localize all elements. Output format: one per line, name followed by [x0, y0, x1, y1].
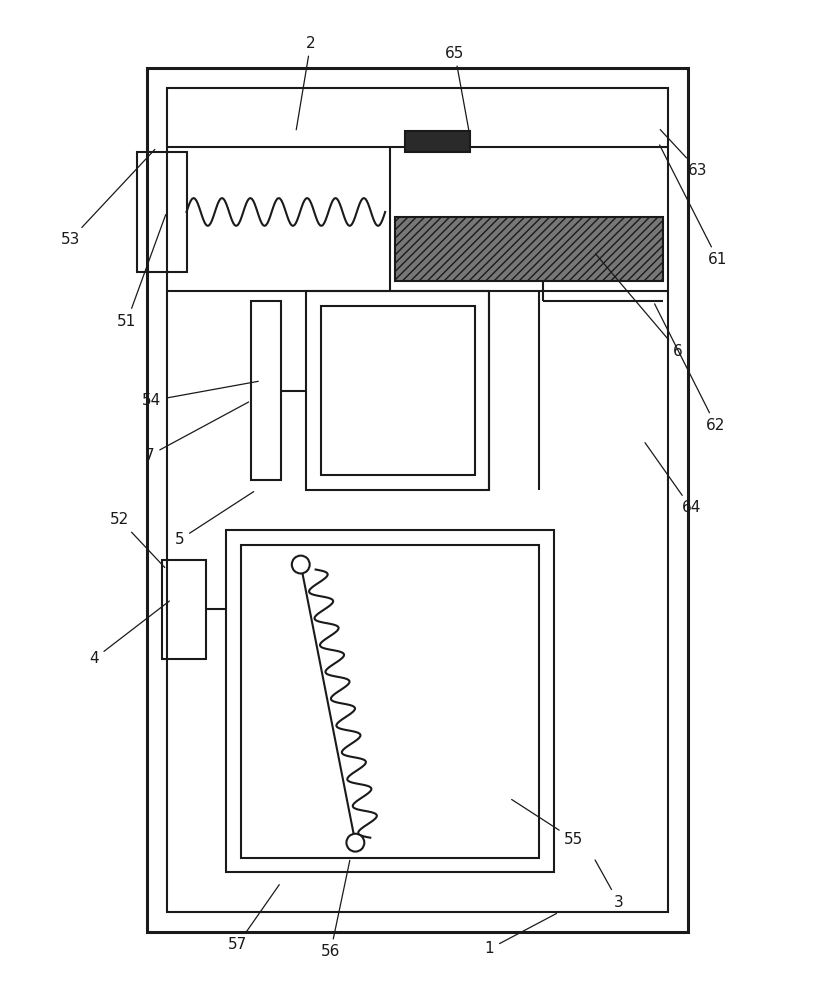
Bar: [137, 152, 187, 272]
Text: 3: 3: [595, 860, 623, 910]
Text: 5: 5: [174, 492, 254, 547]
Text: 54: 54: [143, 381, 258, 408]
Bar: [166, 88, 668, 912]
Text: 4: 4: [89, 601, 170, 666]
Text: 6: 6: [595, 254, 683, 359]
Text: 53: 53: [61, 149, 155, 247]
Bar: [226, 530, 554, 872]
Text: 51: 51: [117, 215, 165, 329]
Bar: [395, 217, 663, 281]
Text: 7: 7: [145, 402, 249, 463]
Circle shape: [292, 556, 310, 573]
Text: 56: 56: [321, 860, 350, 959]
Bar: [405, 131, 469, 152]
Text: 63: 63: [660, 130, 708, 178]
Bar: [161, 560, 206, 659]
Text: 2: 2: [296, 36, 315, 130]
Bar: [251, 301, 281, 480]
Text: 62: 62: [654, 304, 726, 433]
Bar: [320, 306, 474, 475]
Text: 55: 55: [512, 799, 583, 847]
Text: 57: 57: [228, 885, 279, 952]
Text: 64: 64: [645, 443, 701, 515]
Text: 52: 52: [111, 512, 165, 568]
Text: 61: 61: [659, 145, 727, 267]
Bar: [241, 545, 539, 858]
Bar: [147, 68, 688, 932]
Circle shape: [346, 834, 364, 852]
Text: 65: 65: [445, 46, 469, 132]
Text: 1: 1: [485, 913, 557, 956]
Bar: [305, 291, 490, 490]
